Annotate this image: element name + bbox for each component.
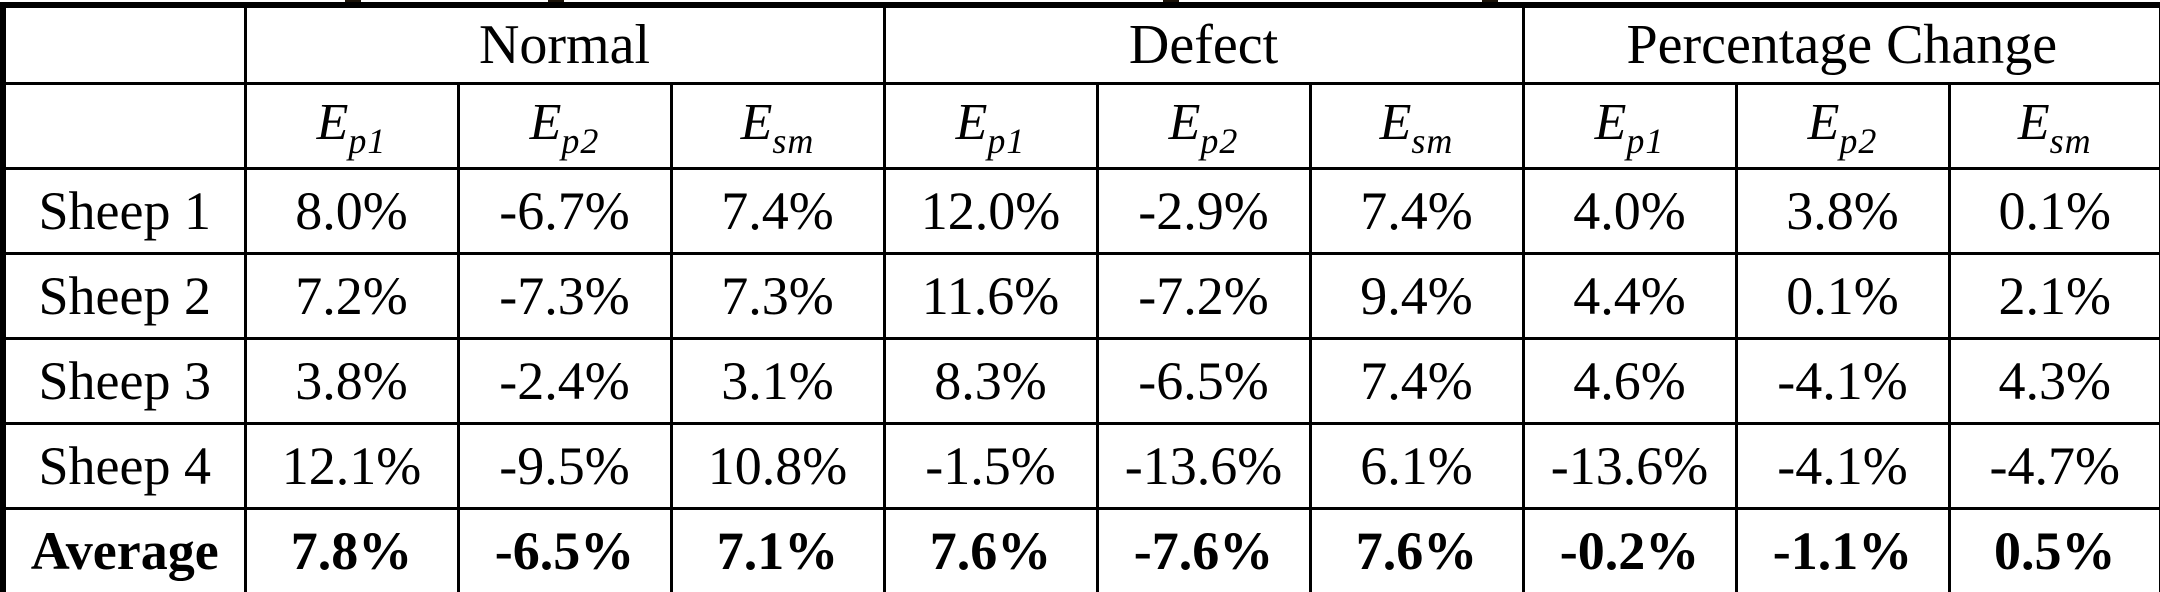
cell-value: -13.6% [1095, 422, 1312, 510]
e-subscript: p2 [561, 120, 600, 161]
e-symbol: E [1168, 93, 1201, 151]
section-header-row: Normal Defect Percentage Change [1, 3, 2160, 85]
row-label: Average [1, 507, 247, 592]
cell-value: -4.1% [1734, 422, 1951, 510]
cell-value: -6.5% [456, 507, 673, 592]
cell-value: -13.6% [1521, 422, 1738, 510]
e-symbol: E [1594, 93, 1627, 151]
cell-value: -7.3% [456, 252, 673, 340]
cell-value: 8.0% [243, 167, 460, 255]
e-subscript: sm [1411, 120, 1454, 161]
cell-value: 4.3% [1947, 337, 2160, 425]
cell-value: 7.6% [882, 507, 1099, 592]
col-header-defect-ep1: Ep1 [882, 82, 1099, 170]
cell-value: 3.1% [669, 337, 886, 425]
corner-cell [1, 82, 247, 170]
e-subscript: p1 [348, 120, 387, 161]
table-row-sheep-4: Sheep 4 12.1% -9.5% 10.8% -1.5% -13.6% 6… [1, 422, 2160, 510]
cell-value: 4.6% [1521, 337, 1738, 425]
col-header-pct-esm: Esm [1947, 82, 2160, 170]
cell-value: 7.4% [669, 167, 886, 255]
cell-value: -4.7% [1947, 422, 2160, 510]
measure-header-row: Ep1 Ep2 Esm Ep1 Ep2 Esm Ep1 Ep2 Esm [1, 82, 2160, 170]
cell-value: -2.9% [1095, 167, 1312, 255]
cell-value: 3.8% [243, 337, 460, 425]
table-row-sheep-1: Sheep 1 8.0% -6.7% 7.4% 12.0% -2.9% 7.4%… [1, 167, 2160, 255]
cell-value: 10.8% [669, 422, 886, 510]
cell-value: 8.3% [882, 337, 1099, 425]
e-subscript: p2 [1839, 120, 1878, 161]
cell-value: 7.3% [669, 252, 886, 340]
cell-value: 3.8% [1734, 167, 1951, 255]
table-row-sheep-2: Sheep 2 7.2% -7.3% 7.3% 11.6% -7.2% 9.4%… [1, 252, 2160, 340]
cell-value: 12.0% [882, 167, 1099, 255]
col-header-normal-esm: Esm [669, 82, 886, 170]
table-row-average: Average 7.8% -6.5% 7.1% 7.6% -7.6% 7.6% … [1, 507, 2160, 592]
e-subscript: p1 [1626, 120, 1665, 161]
e-subscript: sm [772, 120, 815, 161]
cell-value: 4.0% [1521, 167, 1738, 255]
col-header-defect-esm: Esm [1308, 82, 1525, 170]
col-header-defect-ep2: Ep2 [1095, 82, 1312, 170]
cell-value: -1.1% [1734, 507, 1951, 592]
cell-value: 11.6% [882, 252, 1099, 340]
section-header-percentage-change: Percentage Change [1521, 3, 2160, 85]
row-label: Sheep 1 [1, 167, 247, 255]
col-header-normal-ep2: Ep2 [456, 82, 673, 170]
e-symbol: E [1807, 93, 1840, 151]
cell-value: 7.1% [669, 507, 886, 592]
col-header-pct-ep2: Ep2 [1734, 82, 1951, 170]
cell-value: -1.5% [882, 422, 1099, 510]
row-label: Sheep 2 [1, 252, 247, 340]
cell-value: -7.6% [1095, 507, 1312, 592]
cell-value: 7.2% [243, 252, 460, 340]
cell-value: -9.5% [456, 422, 673, 510]
cell-value: -0.2% [1521, 507, 1738, 592]
cell-value: 0.5% [1947, 507, 2160, 592]
e-symbol: E [529, 93, 562, 151]
e-symbol: E [316, 93, 349, 151]
cell-value: -7.2% [1095, 252, 1312, 340]
cell-value: 9.4% [1308, 252, 1525, 340]
cell-value: 7.4% [1308, 167, 1525, 255]
e-symbol: E [955, 93, 988, 151]
e-symbol: E [1379, 93, 1412, 151]
table-row-sheep-3: Sheep 3 3.8% -2.4% 3.1% 8.3% -6.5% 7.4% … [1, 337, 2160, 425]
e-subscript: p1 [987, 120, 1026, 161]
section-header-defect: Defect [882, 3, 1525, 85]
cell-value: 7.4% [1308, 337, 1525, 425]
cell-value: 6.1% [1308, 422, 1525, 510]
cell-value: 0.1% [1947, 167, 2160, 255]
cell-value: 0.1% [1734, 252, 1951, 340]
cell-value: 7.6% [1308, 507, 1525, 592]
cell-value: 12.1% [243, 422, 460, 510]
e-subscript: sm [2049, 120, 2092, 161]
row-label: Sheep 3 [1, 337, 247, 425]
col-header-pct-ep1: Ep1 [1521, 82, 1738, 170]
cell-value: -4.1% [1734, 337, 1951, 425]
corner-cell [1, 3, 247, 85]
cell-value: 7.8% [243, 507, 460, 592]
e-symbol: E [740, 93, 773, 151]
row-label: Sheep 4 [1, 422, 247, 510]
cell-value: -2.4% [456, 337, 673, 425]
section-header-normal: Normal [243, 3, 886, 85]
cell-value: 4.4% [1521, 252, 1738, 340]
cell-value: 2.1% [1947, 252, 2160, 340]
cell-value: -6.7% [456, 167, 673, 255]
e-subscript: p2 [1200, 120, 1239, 161]
cell-value: -6.5% [1095, 337, 1312, 425]
col-header-normal-ep1: Ep1 [243, 82, 460, 170]
e-symbol: E [2017, 93, 2050, 151]
